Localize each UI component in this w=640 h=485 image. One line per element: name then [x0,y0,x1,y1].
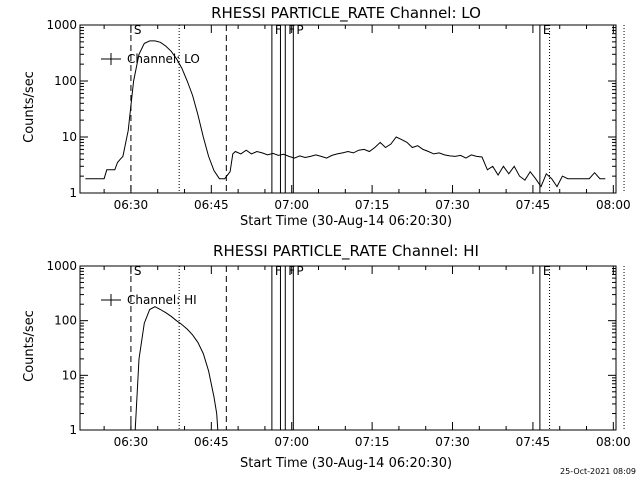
x-tick-label: 06:30 [114,435,149,449]
y-tick-label: 100 [54,74,77,88]
y-tick-label: 1 [69,186,77,200]
annotation-label: F [275,23,282,37]
x-tick-label: 07:00 [274,198,309,212]
panel-lo: RHESSI PARTICLE_RATE Channel: LO Start T… [22,4,631,229]
x-tick-label: 07:45 [516,435,551,449]
annotation-label: E [543,23,551,37]
x-tick-label: 07:00 [274,435,309,449]
x-tick-label: 07:30 [435,198,470,212]
chart-title: RHESSI PARTICLE_RATE Channel: HI [213,242,479,261]
x-tick-label: 06:30 [114,198,149,212]
panel-hi: RHESSI PARTICLE_RATE Channel: HI Start T… [22,242,631,471]
x-tick-label: 07:15 [355,435,390,449]
x-tick-label: 08:00 [596,198,631,212]
series-line [85,40,606,188]
annotation-label: P [296,264,303,278]
chart-title: RHESSI PARTICLE_RATE Channel: LO [211,4,481,23]
x-axis-label: Start Time (30-Aug-14 06:20:30) [240,214,452,229]
x-axis-label: Start Time (30-Aug-14 06:20:30) [240,456,452,471]
annotation-label: F [288,264,295,278]
timestamp-stamp: 25-Oct-2021 08:09 [560,467,636,476]
annotation-label: F [288,23,295,37]
legend-label: Channel: LO [127,52,200,66]
annotation-label: S [134,264,142,278]
y-axis-label: Counts/sec [22,71,37,143]
y-tick-label: 1000 [46,18,77,32]
x-tick-label: 06:45 [194,435,229,449]
series-line [134,306,219,430]
y-tick-label: 1000 [46,259,77,273]
plot-frame [79,265,617,431]
y-tick-label: 10 [62,130,77,144]
annotation-label: E [543,264,551,278]
annotation-label: S [134,23,142,37]
x-tick-label: 06:45 [194,198,229,212]
x-tick-label: 07:15 [355,198,390,212]
annotation-label: P [296,23,303,37]
y-tick-label: 10 [62,368,77,382]
x-tick-label: 07:45 [516,198,551,212]
annotation-label: F [275,264,282,278]
plot-frame [79,24,617,194]
x-tick-label: 08:00 [596,435,631,449]
x-tick-label: 07:30 [435,435,470,449]
y-tick-label: 100 [54,314,77,328]
y-tick-label: 1 [69,423,77,437]
legend-label: Channel: HI [127,293,197,307]
y-axis-label: Counts/sec [22,310,37,382]
